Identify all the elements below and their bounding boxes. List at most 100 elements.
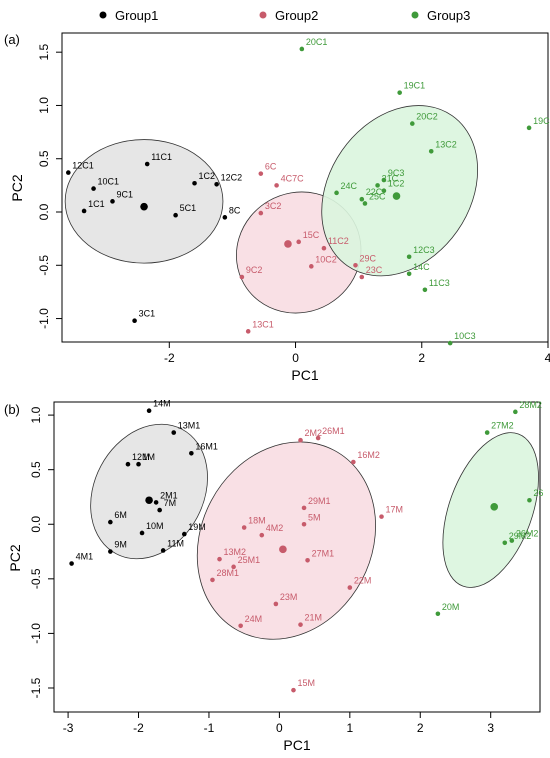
panel-b-point-label-7m: 7M [164, 498, 177, 508]
panel-a-point-25c [362, 201, 368, 206]
panel-a-y-axis-label: PC2 [9, 174, 25, 201]
panel-a-point-label-13c1: 13C1 [252, 319, 274, 329]
panel-b-point-1m [136, 461, 141, 467]
panel-a-point-12c3 [406, 254, 412, 260]
panel-a-point-4c7c [274, 183, 279, 188]
panel-a-point-19c2 [526, 125, 532, 131]
panel-b-ellipse-group2 [196, 441, 376, 640]
panel-a-point-10c3 [447, 340, 453, 346]
panel-b-point-4m2 [259, 532, 265, 538]
panel-a-x-tick-label: 4 [545, 351, 550, 365]
panel-b-y-tick-label: 0.5 [29, 461, 43, 478]
panel-a-y-tick-label: 1.0 [37, 97, 51, 114]
panel-b-point-label-4m1: 4M1 [76, 552, 94, 562]
panel-a-point-12c2 [214, 182, 219, 187]
panel-b-point-label-2m2: 2M2 [305, 428, 323, 438]
panel-a-y-tick-label: 0.5 [37, 150, 51, 167]
panel-a-point-label-1c2: 1C2 [199, 171, 216, 181]
panel-b-point-label-12m: 12M [132, 452, 150, 462]
panel-b-y-tick-label: -1.5 [29, 677, 43, 698]
panel-b-x-tick-label: 2 [417, 721, 424, 735]
panel-a-point-label-3c1: 3C1 [139, 309, 156, 319]
panel-b-x-tick-label: 3 [487, 721, 494, 735]
panel-b-point-21m [298, 622, 303, 627]
panel-b-point-11m [160, 548, 166, 553]
panel-a-ellipse-group1 [64, 139, 224, 264]
panel-b-point-2m2 [298, 437, 303, 443]
legend-item-group3: Group3 [411, 8, 470, 23]
panel-a-point-3c1 [132, 318, 137, 323]
panel-b-point-label-20m: 20M [442, 602, 460, 612]
panel-b-point-label-5m: 5M [308, 512, 321, 522]
panel-b-point-label-2m1: 2M1 [160, 490, 178, 500]
panel-b-point-label-24m: 24M [245, 614, 263, 624]
panel-b-point-label-27m2: 27M2 [491, 421, 514, 431]
panel-b-y-tick-label: -1.0 [29, 623, 43, 644]
legend-label-group3: Group3 [427, 8, 470, 23]
panel-a-centroid-group1 [140, 202, 148, 211]
panel-a-point-label-11c3: 11C3 [429, 278, 450, 288]
panel-a: -2 0 2 4 -1.0 -0.5 0.0 0.5 1.0 1.5 PC1 PC2 (a) 12C1 10… [4, 32, 550, 383]
panel-a-point-24c [334, 190, 339, 196]
panel-a-y-tick-label: -1.0 [37, 308, 51, 329]
panel-b-point-label-29m1: 29M1 [308, 496, 331, 506]
panel-a-point-11c3 [422, 287, 428, 293]
panel-b-point-16m1 [189, 451, 194, 456]
panel-b-point-label-13m2: 13M2 [224, 547, 247, 557]
panel-a-point-label-10c1: 10C1 [98, 177, 120, 187]
legend-marker-group3 [411, 11, 419, 19]
panel-b-ellipse-group3 [442, 432, 539, 588]
panel-a-panel-label: (a) [4, 32, 20, 47]
panel-a-point-1c2 [192, 180, 197, 186]
panel-b-point-14m [146, 408, 152, 414]
panel-b-point-24m [238, 623, 243, 629]
legend: Group1 Group2 Group3 [99, 8, 470, 23]
panel-a-y-tick-label: 0.0 [37, 203, 51, 220]
panel-b-point-9m [108, 549, 113, 554]
panel-b-point-label-6m: 6M [114, 510, 127, 520]
panel-b-y-tick-label: 1.0 [29, 406, 43, 423]
panel-a-ellipse-group3 [321, 105, 479, 277]
panel-a-point-label-12c1: 12C1 [72, 161, 94, 171]
panel-a-point-14c [406, 271, 412, 277]
panel-a-point-11c1 [144, 161, 150, 167]
legend-label-group1: Group1 [115, 8, 158, 23]
panel-a-point-9c2 [239, 274, 245, 280]
panel-b-point-13m1 [171, 430, 177, 435]
panel-b-point-5m [301, 521, 307, 527]
panel-b-point-label-26m1: 26M1 [322, 426, 345, 436]
panel-a-point-20c2 [409, 121, 415, 126]
panel-b-point-13m2 [217, 556, 222, 562]
panel-a-point-label-25c: 25C [369, 191, 386, 201]
panel-b-point-label-17m: 17M [386, 505, 404, 515]
panel-b-point-label-19m: 19M [188, 522, 206, 532]
panel-b: -3 -2 -1 0 1 2 3 -1.5 -1.0 -0.5 0.0 0.5 1.0 PC1 PC2 (b)… [4, 399, 543, 753]
panel-b-point-12m [125, 461, 131, 467]
panel-a-point-label-11c1: 11C1 [151, 152, 172, 162]
panel-a-point-9c3 [381, 177, 387, 183]
panel-b-point-label-18m: 18M [248, 516, 266, 526]
panel-b-x-tick-label: -1 [204, 721, 215, 735]
panel-b-point-label-14m: 14M [153, 399, 171, 409]
panel-b-point-22m [347, 585, 353, 590]
panel-b-point-label-25m1: 25M1 [238, 555, 261, 565]
panel-b-x-axis-label: PC1 [283, 737, 310, 753]
legend-label-group2: Group2 [275, 8, 318, 23]
panel-a-point-8c [222, 215, 228, 220]
panel-b-point-label-1m: 1M [143, 452, 156, 462]
panel-a-point-label-29c: 29C [359, 253, 376, 263]
panel-b-point-label-29m2: 29M2 [509, 531, 532, 541]
panel-b-point-6m [108, 519, 113, 525]
panel-b-point-19m [182, 531, 187, 537]
panel-b-point-label-11m: 11M [167, 538, 184, 548]
panel-b-point-label-27m1: 27M1 [312, 548, 335, 558]
panel-a-point-label-6c: 6C [265, 162, 277, 172]
panel-a-point-19c1 [397, 90, 402, 95]
panel-b-point-25m1 [231, 564, 236, 570]
panel-b-point-27m1 [305, 557, 310, 563]
panel-b-point-4m1 [69, 561, 74, 566]
panel-b-centroid-group1 [145, 496, 153, 505]
